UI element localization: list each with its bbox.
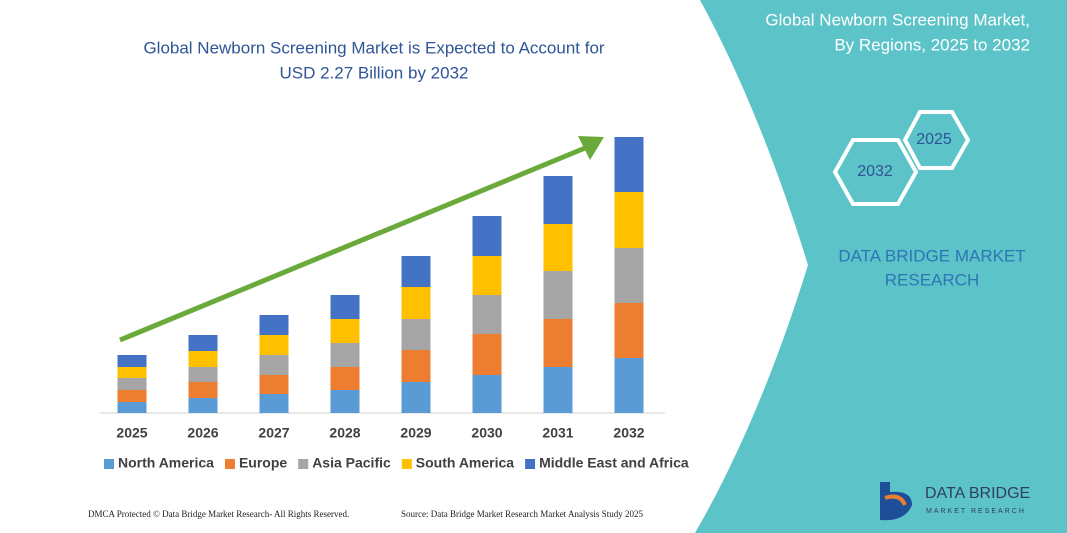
bar-segment: [188, 351, 218, 367]
bar-segment: [330, 390, 360, 413]
bar-segment: [330, 343, 360, 367]
bar-segment: [330, 367, 360, 390]
panel-title: Global Newborn Screening Market,: [765, 10, 1030, 29]
bar-segment: [188, 398, 218, 413]
panel-title: By Regions, 2025 to 2032: [834, 35, 1030, 54]
legend-label: South America: [416, 455, 514, 471]
bar-segment: [259, 355, 289, 375]
bar-segment: [117, 378, 147, 390]
bar-segment: [401, 382, 431, 413]
legend-swatch: [525, 459, 536, 469]
bar-segment: [614, 137, 644, 192]
bar-segment: [259, 394, 289, 413]
hexagon: [832, 138, 919, 206]
trend-arrow-head: [578, 136, 604, 160]
x-tick-label: 2025: [116, 425, 147, 441]
bar-segment: [117, 367, 147, 378]
bar-segment: [472, 375, 502, 413]
bar-segment: [188, 335, 218, 351]
bar-segment: [543, 367, 573, 413]
brand-text: RESEARCH: [885, 270, 979, 289]
legend-label: Europe: [239, 455, 287, 471]
bars: 2025 2026 2027 2028 2029 2030 2031 2032: [116, 137, 645, 441]
legend-swatch: [104, 459, 114, 469]
chart-title: Global Newborn Screening Market is Expec…: [143, 38, 604, 57]
bar-segment: [401, 256, 431, 287]
footer-left: DMCA Protected © Data Bridge Market Rese…: [88, 509, 349, 519]
bar-segment: [117, 355, 147, 367]
x-tick-label: 2031: [542, 425, 573, 441]
logo-mark: [884, 494, 907, 506]
hexagon-label: 2025: [916, 131, 952, 148]
bar-segment: [401, 287, 431, 319]
bar-segment: [614, 358, 644, 413]
bar-segment: [614, 303, 644, 358]
bar-segment: [401, 350, 431, 382]
x-tick-label: 2032: [613, 425, 644, 441]
legend-swatch: [298, 459, 309, 469]
bar-segment: [188, 367, 218, 382]
bar-segment: [543, 319, 573, 367]
brand-text: DATA BRIDGE MARKET: [838, 246, 1025, 265]
bar-segment: [614, 192, 644, 248]
logo-tagline: MARKET RESEARCH: [926, 508, 1026, 515]
bar-segment: [401, 319, 431, 350]
bar-segment: [472, 295, 502, 334]
legend-label: Asia Pacific: [312, 455, 391, 471]
hexagon: [902, 110, 971, 170]
bar-segment: [543, 176, 573, 224]
bar-segment: [472, 334, 502, 375]
bar-segment: [188, 382, 218, 398]
legend-swatch: [401, 459, 412, 469]
legend: North America Europe Asia Pacific South Ame…: [104, 455, 689, 471]
bar-segment: [259, 375, 289, 394]
bar-segment: [472, 256, 502, 295]
x-tick-label: 2026: [187, 425, 218, 441]
bar-segment: [330, 319, 360, 343]
x-tick-label: 2030: [471, 425, 502, 441]
bar-segment: [614, 248, 644, 303]
bar-segment: [117, 402, 147, 413]
side-panel: [695, 0, 1067, 533]
legend-swatch: [224, 459, 235, 469]
x-tick-label: 2027: [258, 425, 289, 441]
bar-segment: [259, 315, 289, 335]
legend-label: Middle East and Africa: [539, 455, 689, 471]
hexagon-label: 2032: [857, 163, 893, 180]
x-tick-label: 2028: [329, 425, 360, 441]
logo-mark: [880, 482, 912, 521]
bar-segment: [259, 335, 289, 355]
logo-name: DATA BRIDGE: [925, 485, 1030, 502]
bar-segment: [330, 295, 360, 319]
chart-title: USD 2.27 Billion by 2032: [279, 63, 468, 82]
bar-segment: [117, 390, 147, 402]
legend-label: North America: [118, 455, 214, 471]
x-tick-label: 2029: [400, 425, 431, 441]
trend-arrow: [119, 143, 591, 343]
bar-segment: [543, 224, 573, 271]
bar-segment: [472, 216, 502, 256]
bar-segment: [543, 271, 573, 319]
footer-right: Source: Data Bridge Market Research Mark…: [401, 509, 643, 519]
